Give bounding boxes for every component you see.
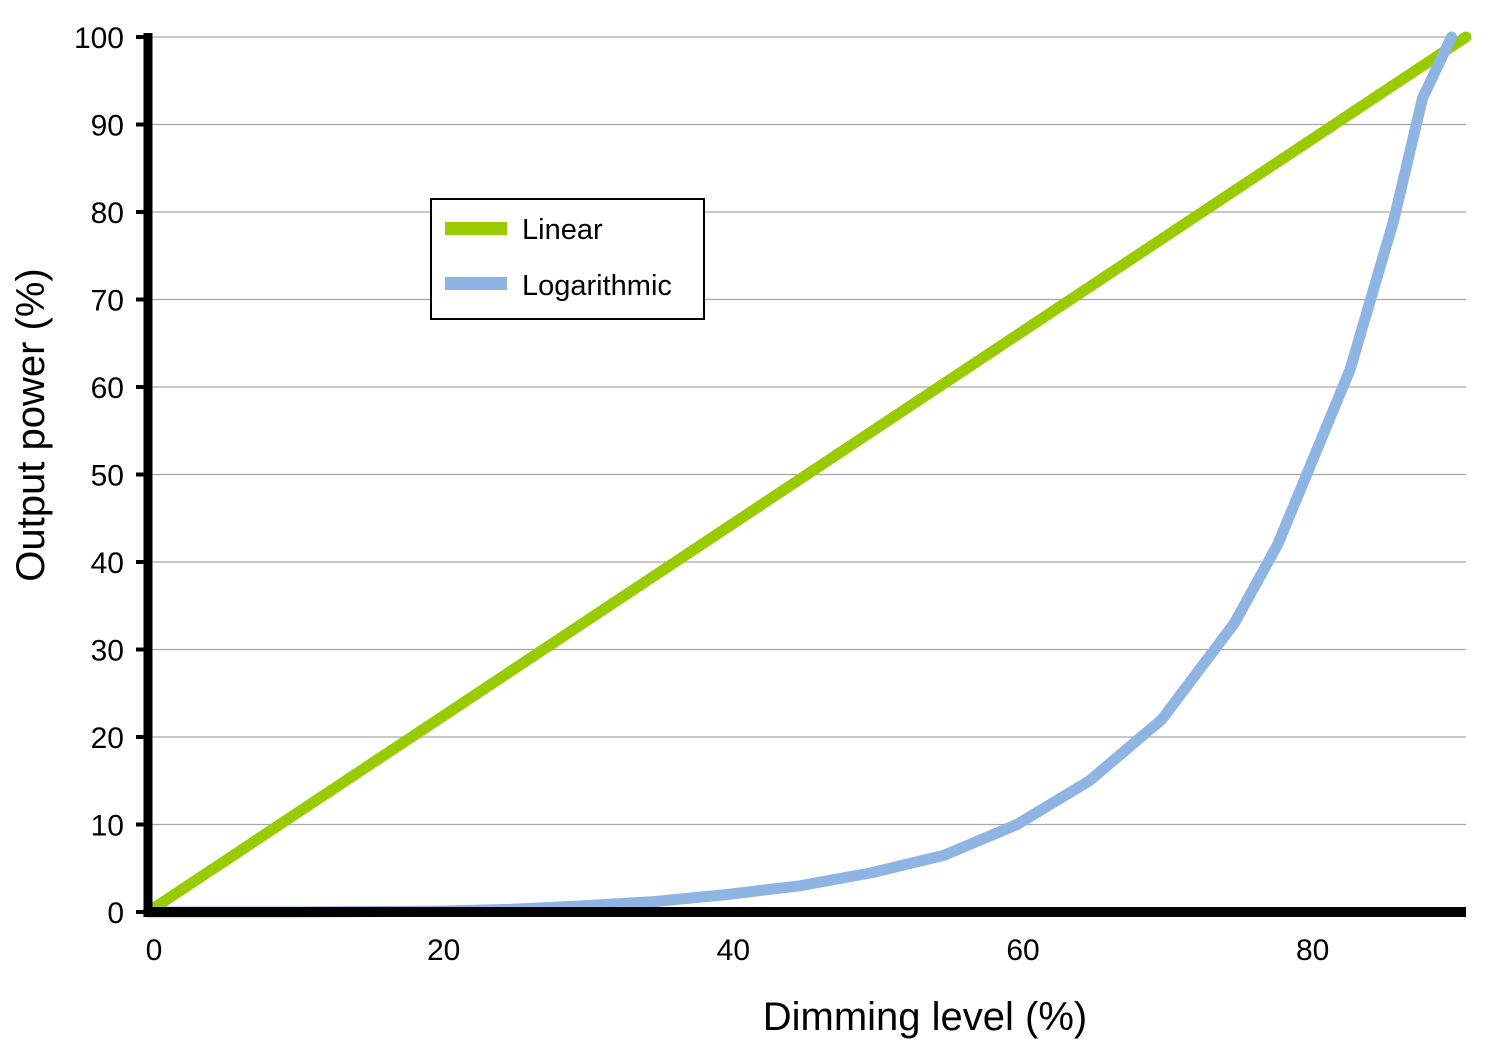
y-tick-label-20: 20	[91, 722, 124, 755]
legend: Linear Logarithmic	[430, 198, 705, 320]
tick-labels: 0 10 20 30 40 50 60 70 80 90 100 0 20 40 60 80	[74, 22, 1329, 967]
y-tick-label-50: 50	[91, 460, 124, 493]
x-tick-label-20: 20	[427, 934, 460, 967]
y-tick-label-30: 30	[91, 635, 124, 668]
legend-swatch-logarithmic	[445, 277, 507, 290]
y-tick-label-70: 70	[91, 285, 124, 318]
x-axis-title: Dimming level (%)	[763, 995, 1088, 1039]
gridlines	[148, 36, 1466, 826]
y-tick-label-10: 10	[91, 810, 124, 843]
x-tick-label-60: 60	[1006, 934, 1039, 967]
y-tick-label-90: 90	[91, 110, 124, 143]
y-axis-title: Output power (%)	[9, 268, 53, 581]
x-tick-label-0: 0	[146, 934, 163, 967]
x-tick-label-80: 80	[1296, 934, 1329, 967]
legend-box	[430, 198, 705, 320]
x-tick-label-40: 40	[717, 934, 750, 967]
y-tick-label-40: 40	[91, 547, 124, 580]
axes	[136, 33, 1466, 917]
legend-swatch-linear	[445, 222, 507, 235]
series-line-linear	[142, 31, 1472, 918]
legend-label-linear: Linear	[522, 214, 603, 246]
y-tick-label-80: 80	[91, 197, 124, 230]
legend-label-logarithmic: Logarithmic	[522, 270, 672, 302]
y-tick-label-100: 100	[74, 22, 124, 55]
y-tick-label-0: 0	[107, 897, 124, 930]
y-tick-label-60: 60	[91, 372, 124, 405]
